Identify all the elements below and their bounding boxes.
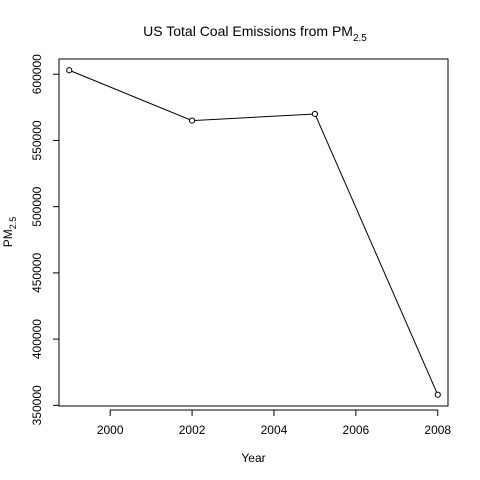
chart-title: US Total Coal Emissions from PM2.5: [143, 23, 367, 44]
data-point: [311, 110, 319, 118]
x-axis: 2000 2002 2004 2006 2008: [97, 409, 451, 437]
chart-title-subscript: 2.5: [353, 33, 367, 44]
series-layer: [66, 67, 441, 398]
y-tick-label: 450000: [30, 253, 44, 293]
y-axis-title-subscript: 2.5: [8, 217, 18, 230]
y-tick-label: 350000: [30, 385, 44, 425]
y-axis-title-main: PM: [1, 229, 15, 247]
y-tick-label: 400000: [30, 319, 44, 359]
series-line: [69, 69, 439, 395]
x-tick-label: 2002: [179, 423, 206, 437]
y-tick-label: 500000: [30, 186, 44, 226]
data-point: [188, 117, 196, 124]
data-point: [434, 391, 441, 398]
y-axis-title: PM2.5: [1, 217, 18, 248]
x-tick-label: 2004: [261, 423, 288, 437]
x-tick-label: 2000: [97, 423, 124, 437]
data-point: [66, 67, 73, 74]
y-axis: 350000 400000 450000 500000 550000 600000: [30, 54, 60, 425]
chart-title-main: US Total Coal Emissions from PM: [143, 23, 353, 39]
x-axis-title: Year: [241, 451, 265, 465]
plot-frame: [58, 58, 449, 407]
x-tick-label: 2006: [343, 423, 370, 437]
x-tick-label: 2008: [424, 423, 451, 437]
y-tick-label: 600000: [30, 54, 44, 94]
y-tick-label: 550000: [30, 120, 44, 160]
